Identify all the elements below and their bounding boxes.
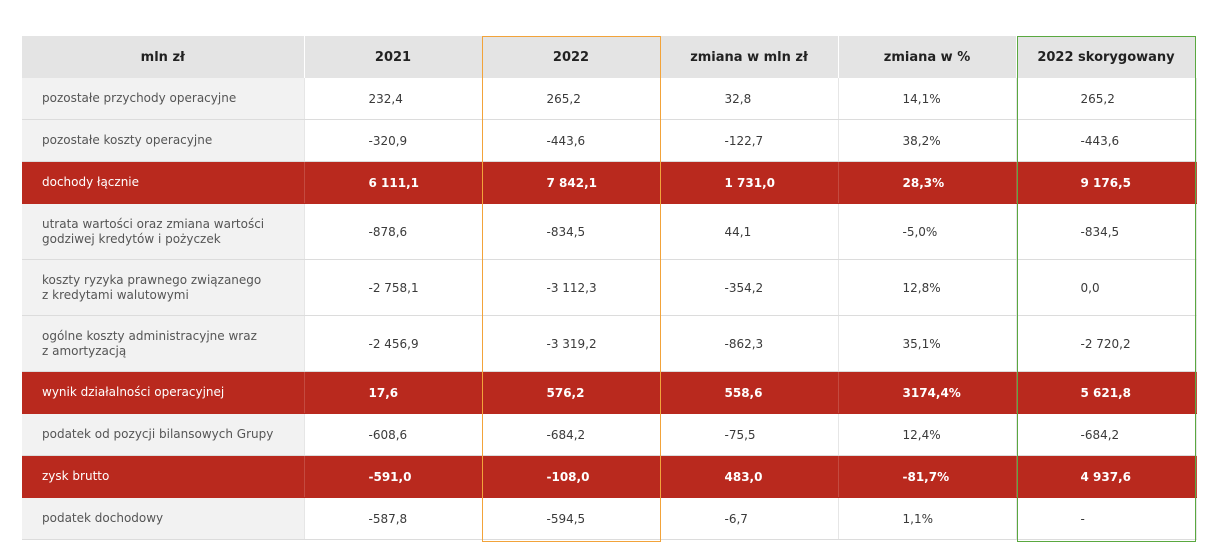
header-cell-change-mln: zmiana w mln zł	[660, 36, 839, 78]
value-cell: 9 176,5	[1016, 161, 1197, 204]
value-cell: -443,6	[1016, 119, 1197, 162]
value-cell: 1 731,0	[660, 161, 839, 204]
value-cell: -591,0	[304, 455, 483, 498]
value-cell: -834,5	[482, 203, 661, 260]
value-cell: -862,3	[660, 315, 839, 372]
value-cell: -3 112,3	[482, 259, 661, 316]
row-label-line: zysk brutto	[42, 469, 110, 483]
value-cell: 576,2	[482, 371, 661, 414]
row-label-line: koszty ryzyka prawnego związanego	[42, 272, 262, 287]
table-row-highlight: wynik działalności operacyjnej 17,6 576,2 5…	[22, 371, 1197, 414]
table-row: pozostałe przychody operacyjne 232,4 265,2…	[22, 78, 1197, 120]
value-cell: 28,3%	[838, 161, 1017, 204]
value-cell: 0,0	[1016, 259, 1197, 316]
value-cell: -81,7%	[838, 455, 1017, 498]
row-label-line: godziwej kredytów i pożyczek	[42, 231, 221, 246]
row-label-line: ogólne koszty administracyjne wraz	[42, 328, 257, 343]
row-label: dochody łącznie	[22, 161, 305, 204]
header-cell-2021: 2021	[304, 36, 483, 78]
value-cell: 7 842,1	[482, 161, 661, 204]
value-cell: 265,2	[482, 78, 661, 120]
row-label: podatek dochodowy	[22, 497, 305, 540]
row-label: zysk brutto	[22, 455, 305, 498]
value-cell: -2 720,2	[1016, 315, 1197, 372]
value-cell: 35,1%	[838, 315, 1017, 372]
value-cell: -3 319,2	[482, 315, 661, 372]
value-cell: 12,4%	[838, 413, 1017, 456]
row-label-line: pozostałe koszty operacyjne	[42, 133, 213, 147]
value-cell: -594,5	[482, 497, 661, 540]
header-cell-change-pct: zmiana w %	[838, 36, 1017, 78]
value-cell: -75,5	[660, 413, 839, 456]
value-cell: -108,0	[482, 455, 661, 498]
value-cell: 558,6	[660, 371, 839, 414]
value-cell: -878,6	[304, 203, 483, 260]
row-label-line: z kredytami walutowymi	[42, 287, 189, 302]
value-cell: -684,2	[1016, 413, 1197, 456]
value-cell: -320,9	[304, 119, 483, 162]
row-label: podatek od pozycji bilansowych Grupy	[22, 413, 305, 456]
value-cell: 14,1%	[838, 78, 1017, 120]
value-cell: 3174,4%	[838, 371, 1017, 414]
row-label-line: utrata wartości oraz zmiana wartości	[42, 216, 265, 231]
value-cell: 4 937,6	[1016, 455, 1197, 498]
value-cell: 12,8%	[838, 259, 1017, 316]
value-cell: -608,6	[304, 413, 483, 456]
header-cell-2022-adjusted: 2022 skorygowany	[1016, 36, 1197, 78]
value-cell: -354,2	[660, 259, 839, 316]
value-cell: 6 111,1	[304, 161, 483, 204]
table-row: pozostałe koszty operacyjne -320,9 -443,6-…	[22, 119, 1197, 162]
table-row: koszty ryzyka prawnego związanego z kredy…	[22, 259, 1197, 316]
value-cell: -5,0%	[838, 203, 1017, 260]
table-row-highlight: dochody łącznie 6 111,1 7 842,1 1 731,0 28,3…	[22, 161, 1197, 204]
value-cell: 38,2%	[838, 119, 1017, 162]
table-row: podatek dochodowy -587,8 -594,5 -6,7 1,1% -	[22, 497, 1197, 540]
table-row: utrata wartości oraz zmiana wartości godz…	[22, 203, 1197, 260]
value-cell: -443,6	[482, 119, 661, 162]
row-label-line: dochody łącznie	[42, 175, 140, 189]
row-label-line: podatek dochodowy	[42, 511, 164, 525]
value-cell: 5 621,8	[1016, 371, 1197, 414]
row-label: pozostałe przychody operacyjne	[22, 78, 305, 120]
row-label: wynik działalności operacyjnej	[22, 371, 305, 414]
value-cell: 1,1%	[838, 497, 1017, 540]
value-cell: 44,1	[660, 203, 839, 260]
row-label: koszty ryzyka prawnego związanego z kredy…	[22, 259, 305, 316]
table-row: podatek od pozycji bilansowych Grupy -608…	[22, 413, 1197, 456]
value-cell: -	[1016, 497, 1197, 540]
value-cell: 265,2	[1016, 78, 1197, 120]
row-label: ogólne koszty administracyjne wraz z amor…	[22, 315, 305, 372]
row-label-line: podatek od pozycji bilansowych Grupy	[42, 427, 274, 441]
table-row-highlight: zysk brutto -591,0 -108,0 483,0 -81,7% 4 937,…	[22, 455, 1197, 498]
value-cell: -2 456,9	[304, 315, 483, 372]
header-cell-unit: mln zł	[22, 36, 305, 78]
value-cell: 32,8	[660, 78, 839, 120]
value-cell: 17,6	[304, 371, 483, 414]
table-row: ogólne koszty administracyjne wraz z amor…	[22, 315, 1197, 372]
row-label-line: wynik działalności operacyjnej	[42, 385, 225, 399]
value-cell: -684,2	[482, 413, 661, 456]
financial-table-container: mln zł 2021 2022 zmiana w mln zł zmiana …	[22, 36, 1197, 540]
row-label-line: z amortyzacją	[42, 343, 127, 358]
value-cell: -2 758,1	[304, 259, 483, 316]
value-cell: -587,8	[304, 497, 483, 540]
value-cell: -6,7	[660, 497, 839, 540]
row-label-line: pozostałe przychody operacyjne	[42, 91, 237, 105]
value-cell: 483,0	[660, 455, 839, 498]
value-cell: -834,5	[1016, 203, 1197, 260]
header-cell-2022: 2022	[482, 36, 661, 78]
row-label: pozostałe koszty operacyjne	[22, 119, 305, 162]
header-row: mln zł 2021 2022 zmiana w mln zł zmiana …	[22, 36, 1197, 78]
value-cell: 232,4	[304, 78, 483, 120]
value-cell: -122,7	[660, 119, 839, 162]
financial-table: mln zł 2021 2022 zmiana w mln zł zmiana …	[22, 36, 1197, 540]
row-label: utrata wartości oraz zmiana wartości godz…	[22, 203, 305, 260]
